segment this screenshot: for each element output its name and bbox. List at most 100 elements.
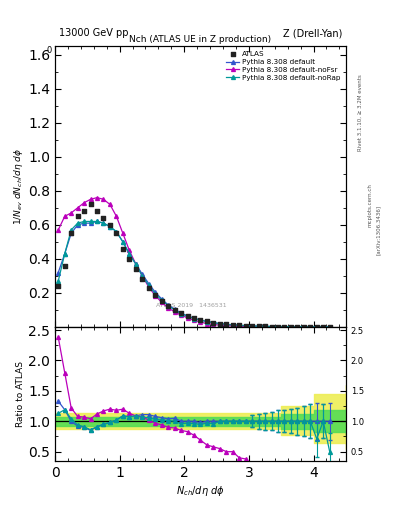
- Pythia 8.308 default-noRap: [153, 291, 158, 297]
- ATLAS: [165, 302, 171, 310]
- ATLAS: [255, 322, 262, 330]
- Pythia 8.308 default-noFsr: [121, 230, 125, 237]
- Pythia 8.308 default: [275, 324, 280, 330]
- Pythia 8.308 default: [308, 324, 313, 330]
- Pythia 8.308 default: [327, 324, 332, 330]
- Pythia 8.308 default: [314, 324, 319, 330]
- Pythia 8.308 default-noFsr: [101, 196, 106, 202]
- Pythia 8.308 default-noFsr: [88, 196, 93, 202]
- Text: Rivet 3.1.10, ≥ 3.2M events: Rivet 3.1.10, ≥ 3.2M events: [358, 74, 363, 151]
- Text: ATLAS 2019   1436531: ATLAS 2019 1436531: [156, 303, 227, 308]
- ATLAS: [178, 309, 184, 317]
- Pythia 8.308 default: [198, 317, 203, 323]
- Pythia 8.308 default: [301, 324, 306, 330]
- Pythia 8.308 default-noRap: [204, 318, 209, 325]
- Pythia 8.308 default-noFsr: [237, 323, 242, 329]
- Pythia 8.308 default: [237, 322, 242, 328]
- Pythia 8.308 default-noFsr: [69, 210, 73, 216]
- Pythia 8.308 default-noRap: [321, 324, 325, 330]
- ATLAS: [281, 323, 288, 331]
- Pythia 8.308 default-noRap: [217, 321, 222, 327]
- Pythia 8.308 default: [321, 324, 325, 330]
- ATLAS: [268, 323, 275, 331]
- Pythia 8.308 default: [101, 220, 106, 226]
- Pythia 8.308 default-noRap: [192, 315, 196, 322]
- ATLAS: [307, 323, 314, 331]
- Pythia 8.308 default-noRap: [295, 324, 300, 330]
- Pythia 8.308 default-noFsr: [82, 200, 86, 206]
- X-axis label: $N_{ch}/d\eta\ d\phi$: $N_{ch}/d\eta\ d\phi$: [176, 484, 225, 498]
- Text: [arXiv:1306.3436]: [arXiv:1306.3436]: [375, 205, 380, 255]
- Pythia 8.308 default-noRap: [75, 220, 80, 226]
- Pythia 8.308 default-noFsr: [243, 324, 248, 330]
- Pythia 8.308 default-noRap: [166, 303, 171, 309]
- ATLAS: [184, 312, 191, 320]
- ATLAS: [81, 207, 87, 216]
- Pythia 8.308 default-noFsr: [211, 322, 216, 328]
- Pythia 8.308 default-noRap: [198, 317, 203, 323]
- Pythia 8.308 default: [295, 324, 300, 330]
- ATLAS: [75, 212, 81, 221]
- ATLAS: [158, 296, 165, 305]
- Pythia 8.308 default-noRap: [243, 323, 248, 329]
- Pythia 8.308 default-noFsr: [198, 319, 203, 325]
- Text: 13000 GeV pp: 13000 GeV pp: [59, 28, 129, 38]
- Pythia 8.308 default-noFsr: [217, 322, 222, 328]
- Pythia 8.308 default-noRap: [62, 251, 67, 257]
- ATLAS: [152, 291, 158, 299]
- Pythia 8.308 default: [56, 269, 61, 275]
- Pythia 8.308 default-noFsr: [224, 323, 229, 329]
- ATLAS: [113, 229, 119, 238]
- Pythia 8.308 default-noRap: [250, 323, 255, 329]
- Pythia 8.308 default-noFsr: [172, 309, 177, 315]
- Pythia 8.308 default-noRap: [69, 227, 73, 233]
- Pythia 8.308 default: [288, 324, 293, 330]
- Pythia 8.308 default-noFsr: [179, 312, 184, 318]
- Line: Pythia 8.308 default-noRap: Pythia 8.308 default-noRap: [56, 220, 332, 329]
- ATLAS: [230, 321, 236, 329]
- Pythia 8.308 default-noRap: [95, 219, 99, 225]
- ATLAS: [320, 323, 326, 331]
- Pythia 8.308 default: [127, 251, 132, 257]
- Pythia 8.308 default-noRap: [224, 321, 229, 327]
- Pythia 8.308 default: [282, 324, 287, 330]
- ATLAS: [301, 323, 307, 331]
- Pythia 8.308 default: [172, 306, 177, 312]
- Pythia 8.308 default: [224, 321, 229, 327]
- Pythia 8.308 default: [69, 230, 73, 237]
- Pythia 8.308 default-noRap: [140, 273, 145, 279]
- Pythia 8.308 default-noFsr: [204, 321, 209, 327]
- Y-axis label: $1/N_{ev}\ dN_{ch}/d\eta\ d\phi$: $1/N_{ev}\ dN_{ch}/d\eta\ d\phi$: [12, 148, 25, 225]
- Pythia 8.308 default-noFsr: [192, 317, 196, 323]
- ATLAS: [210, 318, 217, 327]
- ATLAS: [223, 320, 230, 328]
- Pythia 8.308 default-noFsr: [146, 284, 151, 290]
- Pythia 8.308 default-noRap: [282, 324, 287, 330]
- Pythia 8.308 default: [82, 220, 86, 226]
- ATLAS: [242, 322, 249, 330]
- Pythia 8.308 default-noRap: [301, 324, 306, 330]
- ATLAS: [191, 314, 197, 322]
- Pythia 8.308 default-noRap: [288, 324, 293, 330]
- Pythia 8.308 default-noRap: [237, 322, 242, 328]
- Pythia 8.308 default-noRap: [146, 282, 151, 288]
- Line: Pythia 8.308 default-noFsr: Pythia 8.308 default-noFsr: [56, 196, 248, 329]
- ATLAS: [107, 221, 113, 229]
- ATLAS: [262, 322, 268, 330]
- Pythia 8.308 default: [121, 239, 125, 245]
- ATLAS: [100, 214, 107, 222]
- ATLAS: [249, 322, 255, 330]
- Pythia 8.308 default-noFsr: [134, 261, 138, 267]
- Pythia 8.308 default-noRap: [263, 323, 267, 329]
- Pythia 8.308 default: [159, 296, 164, 302]
- Pythia 8.308 default-noFsr: [95, 195, 99, 201]
- ATLAS: [145, 284, 152, 292]
- ATLAS: [55, 282, 61, 290]
- ATLAS: [68, 229, 74, 238]
- Pythia 8.308 default-noRap: [82, 219, 86, 225]
- Pythia 8.308 default: [250, 323, 255, 329]
- ATLAS: [126, 255, 132, 263]
- Pythia 8.308 default-noRap: [114, 228, 119, 234]
- Pythia 8.308 default-noFsr: [140, 273, 145, 279]
- Pythia 8.308 default: [153, 289, 158, 295]
